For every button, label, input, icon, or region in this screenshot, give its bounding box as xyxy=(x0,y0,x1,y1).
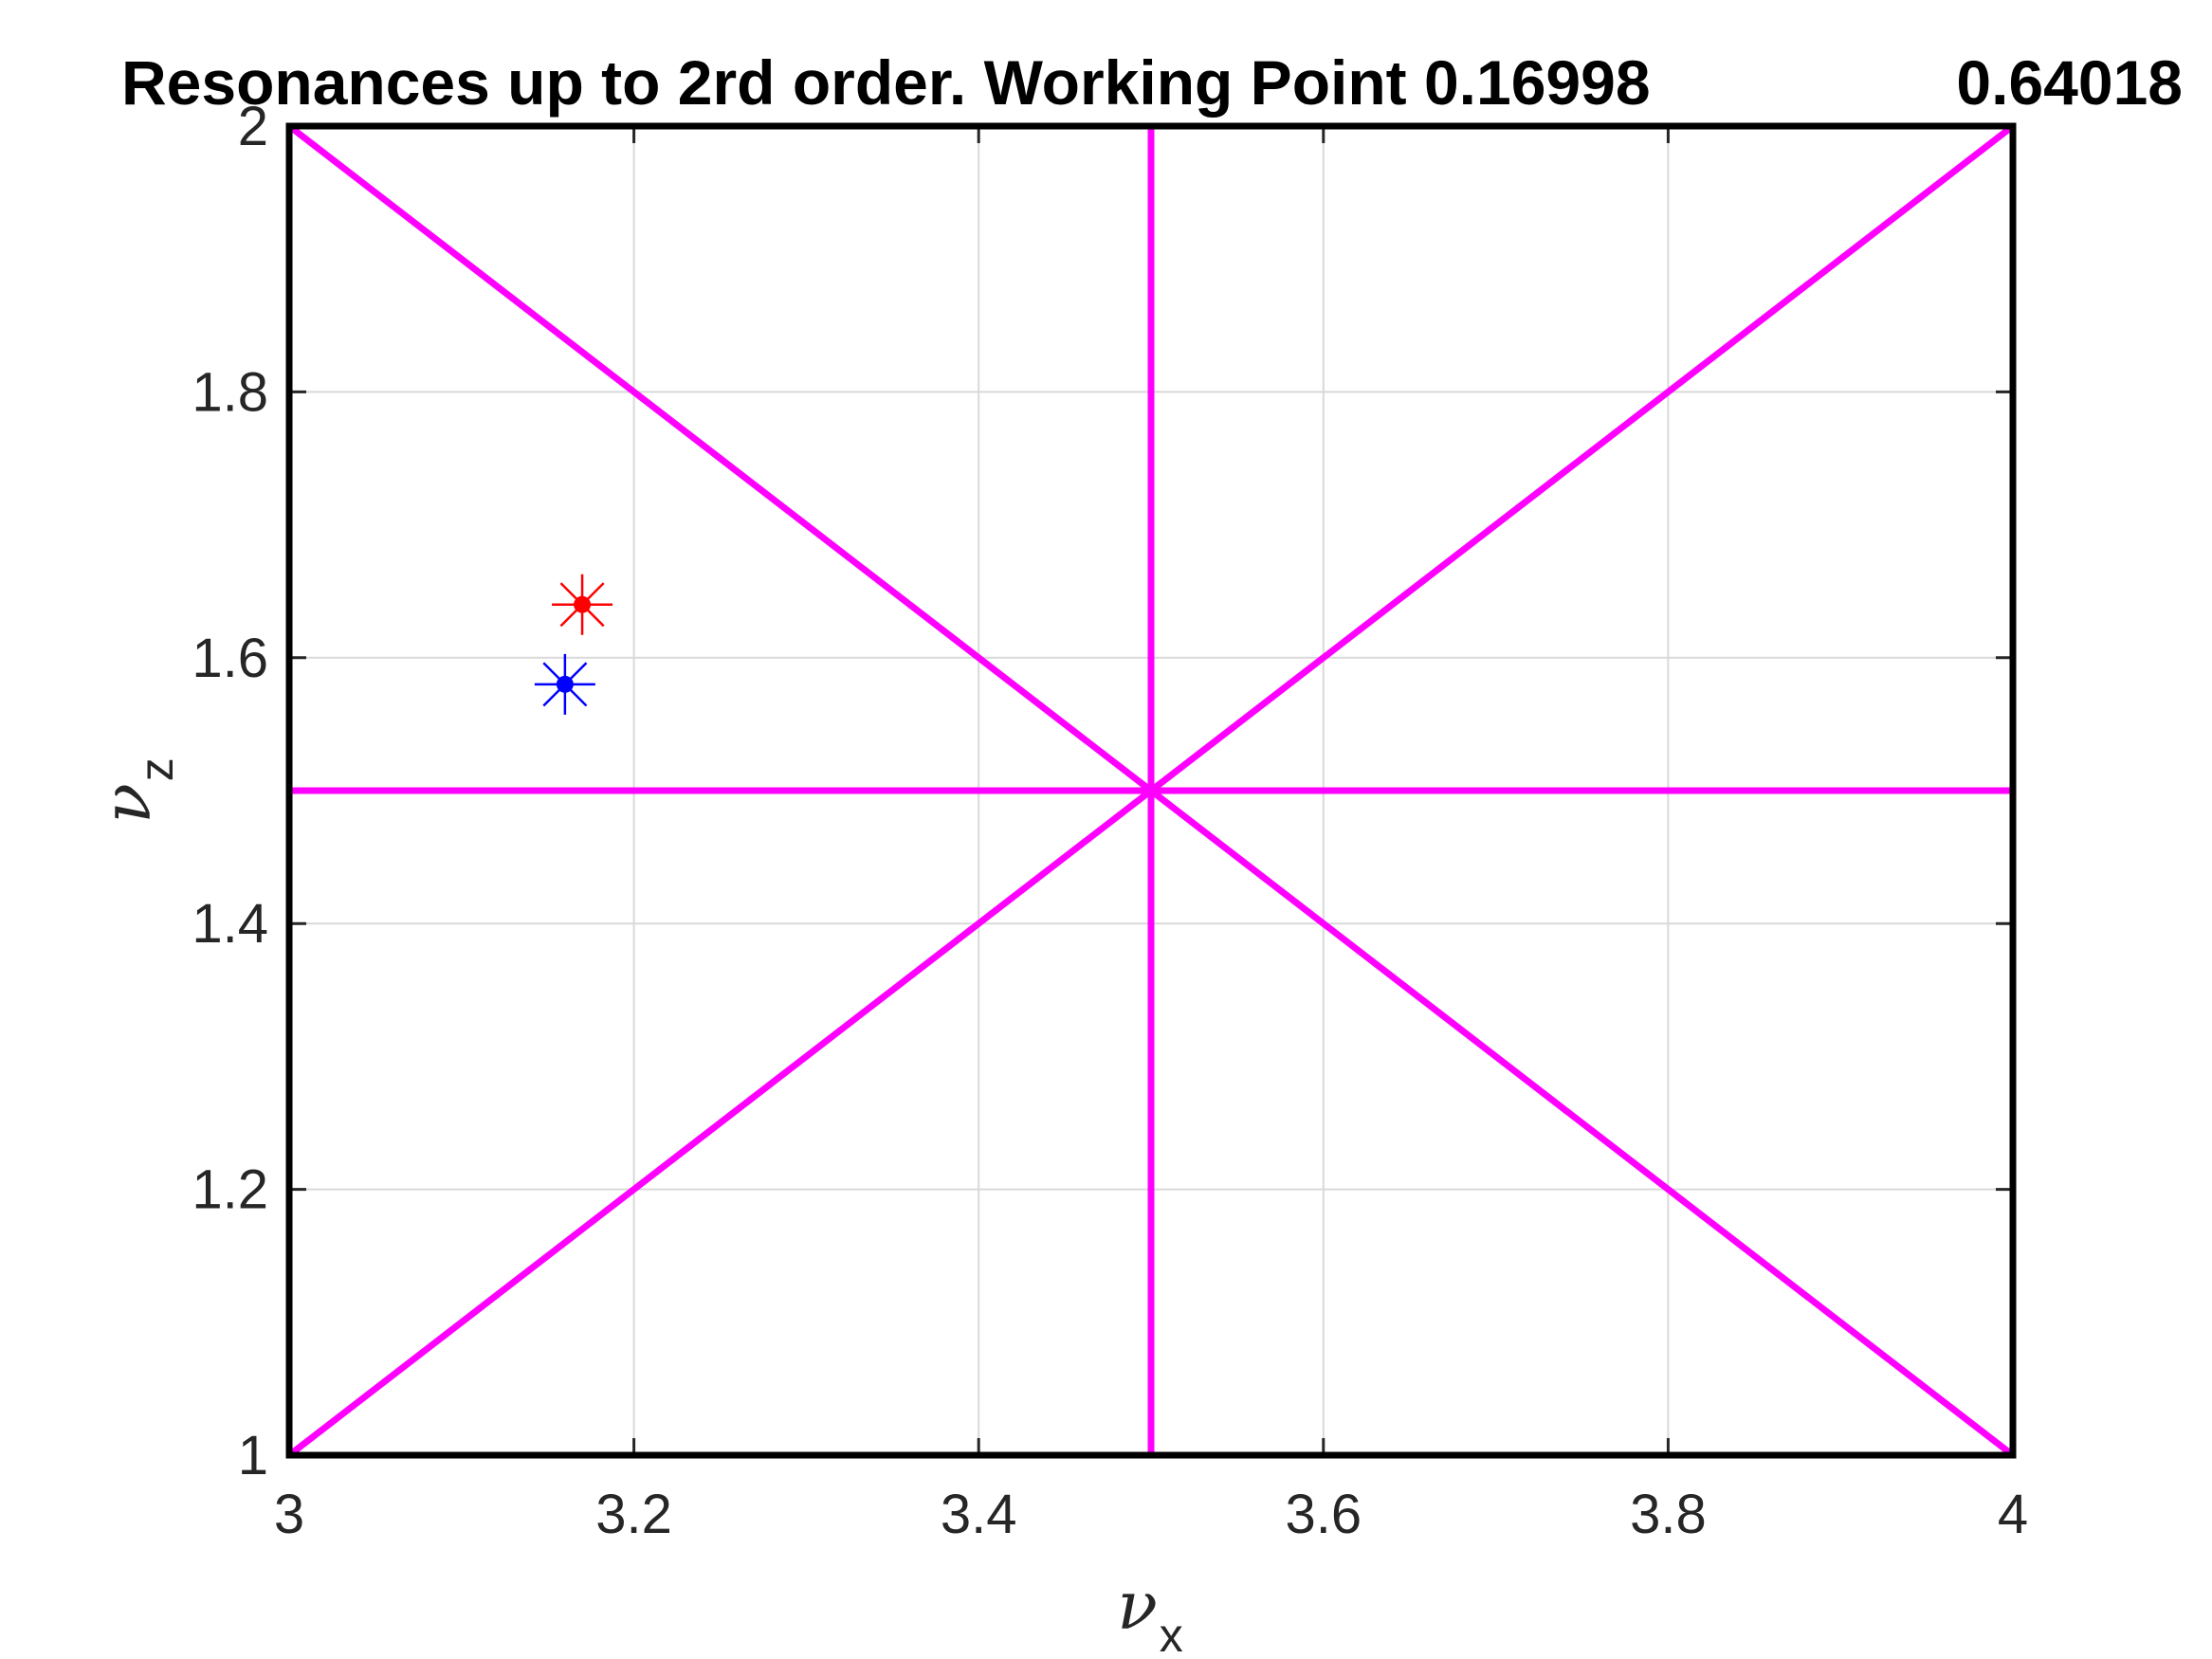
x-tick-label: 3.6 xyxy=(1285,1484,1362,1545)
x-tick-label: 3.4 xyxy=(941,1484,1017,1545)
marker-dot xyxy=(574,595,592,613)
x-axis-label-subscript: x xyxy=(1160,1609,1183,1659)
x-tick-label: 4 xyxy=(1998,1484,2028,1545)
working-point-marker xyxy=(552,574,613,635)
x-tick-label: 3.2 xyxy=(595,1484,672,1545)
y-axis-label-group: νz xyxy=(88,757,183,824)
x-axis-label-symbol: ν xyxy=(1117,1567,1158,1645)
y-tick-label: 1.8 xyxy=(192,361,268,423)
resonance-line xyxy=(286,123,2016,1458)
y-axis-label-subscript: z xyxy=(130,757,183,781)
chart-title-value: 0.64018 xyxy=(1956,47,2183,118)
axis-ticks: 3 3.2 3.4 3.6 3.8 4 1 1.2 1.4 1.6 1.8 2 xyxy=(192,96,2028,1545)
chart-title-main: Resonances up to 2rd order. Working Poin… xyxy=(121,47,1651,118)
y-axis-label: νz xyxy=(88,757,183,824)
axes-box xyxy=(285,122,2017,1459)
y-axis-label-symbol: ν xyxy=(88,783,166,824)
resonance-lines xyxy=(286,123,2016,1458)
working-point-marker xyxy=(534,653,595,715)
x-tick-label: 3.8 xyxy=(1630,1484,1707,1545)
y-tick-label: 1.4 xyxy=(192,893,268,955)
working-point-markers xyxy=(534,574,613,715)
y-tick-label: 1 xyxy=(238,1425,268,1486)
y-tick-label: 1.6 xyxy=(192,628,268,689)
x-axis-label: νx xyxy=(1117,1567,1183,1659)
y-tick-label: 2 xyxy=(238,96,268,157)
marker-dot xyxy=(556,675,574,693)
y-tick-label: 1.2 xyxy=(192,1159,268,1221)
x-tick-label: 3 xyxy=(274,1484,304,1545)
